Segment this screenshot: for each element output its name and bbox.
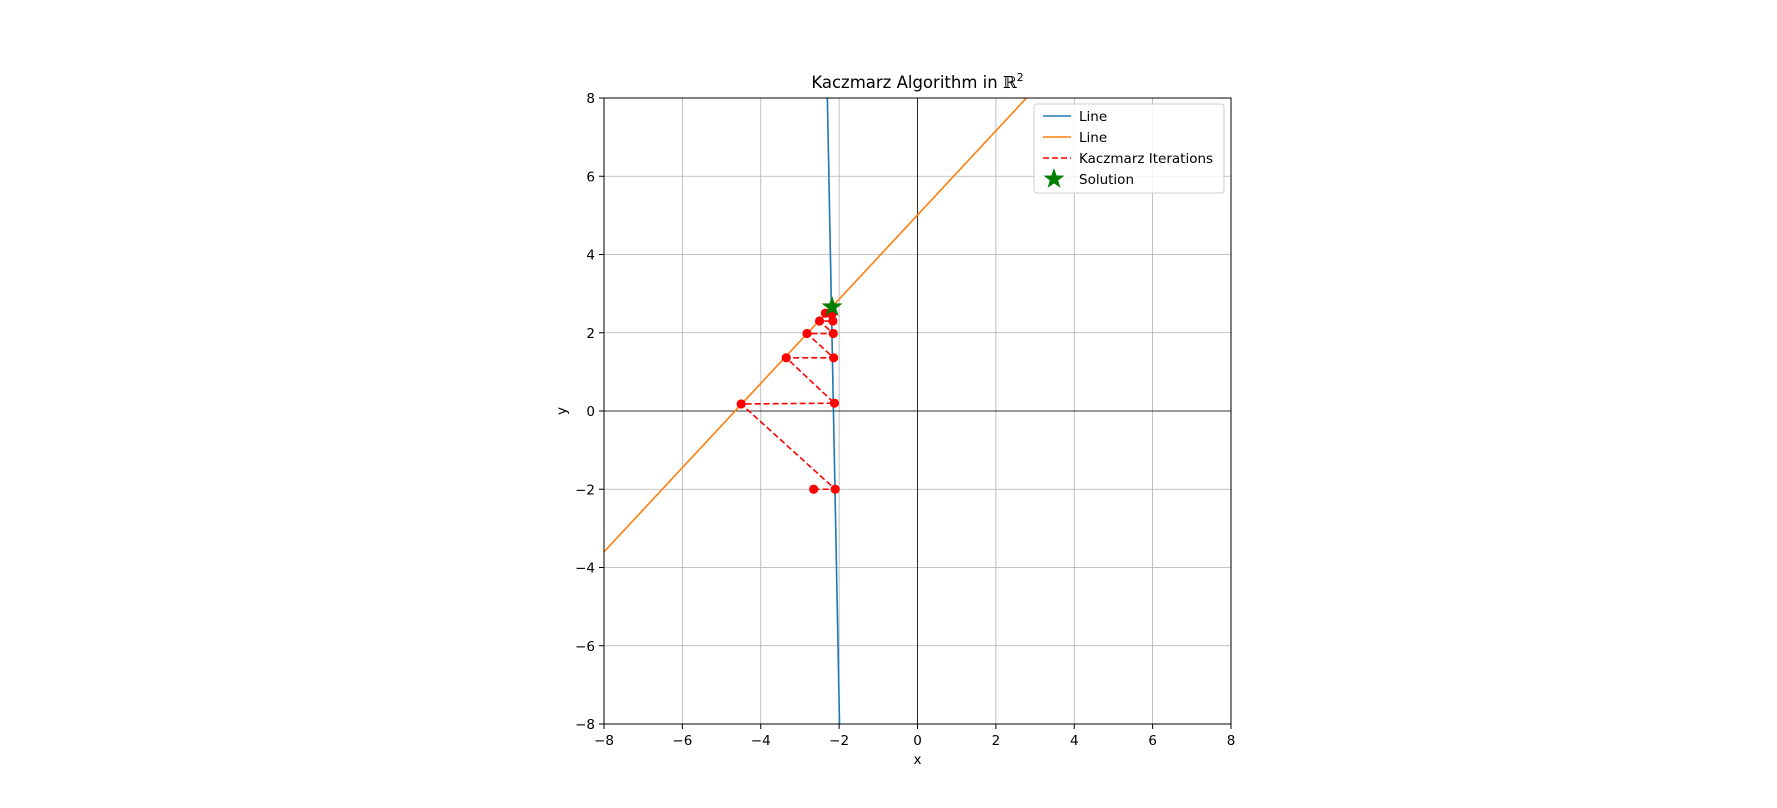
- legend-box: [1033, 103, 1225, 194]
- x-tick-label: 8: [1227, 733, 1236, 749]
- y-tick-label: −6: [575, 639, 595, 655]
- chart-title: Kaczmarz Algorithm in ℝ2: [811, 71, 1023, 92]
- iteration-point: [829, 398, 840, 408]
- iteration-point: [829, 353, 839, 363]
- series-line-2: [604, 98, 1028, 553]
- y-axis-label: y: [554, 407, 570, 415]
- y-tick-label: −8: [575, 717, 595, 733]
- x-tick-label: 4: [1070, 733, 1079, 749]
- x-tick-label: −6: [672, 733, 692, 749]
- iteration-point: [830, 484, 840, 494]
- clipped-series: [604, 98, 1028, 724]
- y-tick-label: −2: [575, 482, 595, 498]
- y-tick-label: 8: [586, 91, 595, 107]
- chart-title-text: Kaczmarz Algorithm in: [811, 73, 1003, 92]
- x-tick-label: −2: [829, 733, 849, 749]
- x-tick-label: 2: [992, 733, 1001, 749]
- series-layer: [604, 98, 1028, 724]
- iteration-point: [828, 328, 838, 339]
- legend-label: Solution: [1079, 172, 1134, 188]
- solution-star: [821, 295, 843, 316]
- legend: Line Line Kaczmarz Iterations Solution: [1033, 103, 1225, 194]
- chart-title-symbol: ℝ: [1003, 73, 1017, 92]
- iteration-point: [781, 353, 791, 363]
- x-tick-label: 6: [1148, 733, 1157, 749]
- y-tick-label: 0: [586, 404, 595, 420]
- y-tick-label: 2: [586, 326, 595, 342]
- iteration-point: [736, 399, 746, 409]
- x-tick-label: −4: [751, 733, 771, 749]
- legend-handle-star: [1043, 168, 1065, 188]
- x-axis-label: x: [914, 752, 922, 768]
- legend-label: Line: [1079, 130, 1107, 146]
- x-tick-label: −8: [594, 733, 614, 749]
- y-tick-label: 4: [586, 248, 595, 264]
- iteration-point: [828, 316, 838, 326]
- x-tick-label: 0: [913, 733, 922, 749]
- zero-axis-lines: [604, 98, 1231, 724]
- iteration-point: [814, 316, 825, 326]
- iteration-point: [802, 328, 812, 339]
- legend-label: Kaczmarz Iterations: [1079, 151, 1213, 167]
- tick-marks: [599, 97, 1232, 729]
- chart-title-superscript: 2: [1017, 71, 1024, 84]
- y-tick-label: −4: [575, 561, 595, 577]
- y-tick-label: 6: [586, 169, 595, 185]
- iteration-point: [809, 484, 819, 494]
- series-line-1: [826, 98, 841, 724]
- legend-label: Line: [1079, 109, 1107, 125]
